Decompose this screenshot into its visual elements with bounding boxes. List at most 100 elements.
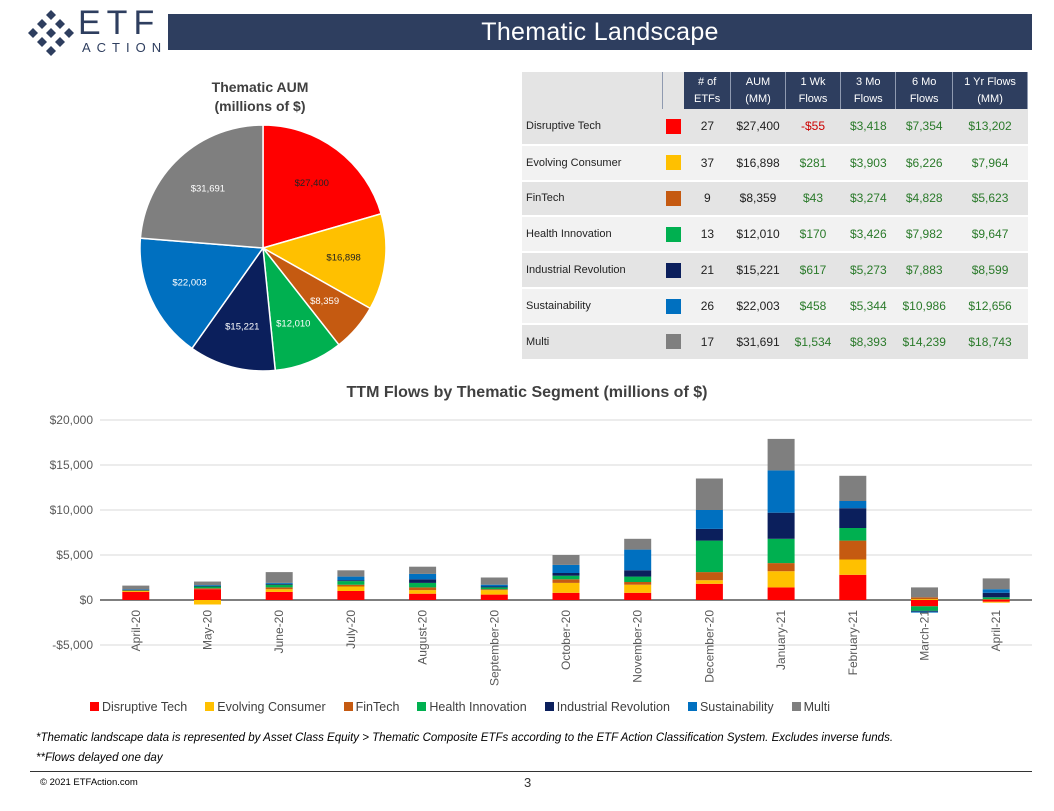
bar-segment-multi	[911, 587, 938, 598]
bar-segment-disruptive-tech	[911, 600, 938, 607]
pie-data-label: $15,221	[225, 322, 259, 333]
y-tick-label: $10,000	[50, 503, 94, 517]
bar-segment-evolving-consumer	[122, 591, 150, 592]
x-tick-label: August-20	[416, 610, 430, 665]
x-tick-label: October-20	[559, 610, 573, 670]
bar-segment-disruptive-tech	[194, 589, 221, 600]
bar-segment-industrial-revolution	[337, 580, 365, 582]
bar-segment-multi	[552, 555, 580, 565]
legend-item-industrial-revolution: Industrial Revolution	[544, 700, 670, 714]
legend-item-evolving-consumer: Evolving Consumer	[205, 700, 326, 714]
table-row: Sustainability 26 $22,003 $458 $5,344 $10,986…	[522, 287, 1028, 325]
bar-segment-health-innovation	[409, 582, 437, 588]
bar-segment-disruptive-tech	[265, 591, 293, 600]
legend-label: Disruptive Tech	[102, 700, 188, 714]
y-tick-label: -$5,000	[52, 638, 93, 652]
bar-segment-disruptive-tech	[409, 593, 437, 600]
header-1wk: 1 Wk Flows	[785, 72, 842, 109]
bar-segment-disruptive-tech	[982, 600, 1010, 602]
x-tick-label: November-20	[631, 610, 645, 683]
bar-segment-evolving-consumer	[409, 590, 437, 594]
pie-data-label: $31,691	[191, 183, 225, 194]
bar-segment-fintech	[982, 599, 1010, 600]
cell-mo3: $3,418	[840, 109, 896, 146]
bar-segment-evolving-consumer	[265, 589, 293, 592]
cell-wk: $170	[785, 216, 841, 254]
cell-etfs: 37	[684, 144, 731, 182]
legend-item-sustainability: Sustainability	[687, 700, 774, 714]
cell-wk: $617	[785, 252, 841, 289]
bar-chart-title: TTM Flows by Thematic Segment (millions …	[346, 384, 708, 401]
table-row: Industrial Revolution 21 $15,221 $617 $5,273…	[522, 252, 1028, 289]
table-row: Disruptive Tech 27 $27,400 -$55 $3,418 $7,354…	[522, 109, 1028, 146]
bar-segment-health-innovation	[839, 528, 867, 541]
segment-name: Health Innovation	[522, 216, 662, 254]
cell-etfs: 21	[684, 252, 731, 289]
x-tick-label: March-21	[918, 610, 932, 661]
bar-segment-fintech	[194, 588, 221, 590]
legend-item-fintech: FinTech	[343, 700, 399, 714]
bar-segment-industrial-revolution	[624, 570, 652, 577]
segment-color-swatch	[665, 155, 681, 171]
bar-chart-legend: Disruptive Tech Evolving Consumer FinTech H…	[90, 700, 848, 714]
page-title: Thematic Landscape	[481, 18, 719, 46]
page-number: 3	[524, 775, 532, 790]
bar-segment-health-innovation	[695, 540, 723, 573]
y-tick-label: $0	[80, 593, 94, 607]
bar-segment-multi	[767, 438, 795, 471]
legend-item-multi: Multi	[791, 700, 830, 714]
bar-segment-multi	[122, 585, 150, 590]
bar-segment-industrial-revolution	[480, 586, 508, 588]
cell-mo6: $6,226	[895, 144, 953, 182]
bar-segment-evolving-consumer	[194, 600, 221, 605]
bar-segment-health-innovation	[911, 606, 938, 611]
cell-aum: $12,010	[730, 216, 786, 254]
table-row: Health Innovation 13 $12,010 $170 $3,426 $7,9…	[522, 216, 1028, 254]
footnote-classification: *Thematic landscape data is represented …	[36, 732, 894, 744]
cell-etfs: 9	[684, 180, 731, 218]
legend-label: Health Innovation	[429, 700, 527, 714]
x-tick-label: September-20	[487, 610, 501, 686]
bar-segment-evolving-consumer	[982, 601, 1010, 603]
x-tick-label: July-20	[344, 610, 358, 649]
header-3mo: 3 Mo Flows	[840, 72, 897, 109]
bar-segment-multi	[624, 538, 652, 550]
legend-swatch	[90, 702, 99, 711]
legend-swatch	[544, 702, 554, 711]
bar-segment-multi	[695, 478, 723, 510]
bar-segment-evolving-consumer	[480, 590, 508, 595]
bar-segment-industrial-revolution	[265, 583, 293, 585]
segment-color-swatch	[665, 262, 681, 278]
cell-aum: $27,400	[730, 109, 786, 146]
cell-wk: -$55	[785, 109, 841, 146]
cell-etfs: 13	[684, 216, 731, 254]
bar-segment-sustainability	[409, 573, 437, 580]
table-row: Multi 17 $31,691 $1,534 $8,393 $14,239 $18,743	[522, 323, 1028, 361]
footnote-flows-delay: **Flows delayed one day	[36, 752, 163, 764]
cell-mo6: $7,982	[895, 216, 953, 254]
bar-segment-health-innovation	[982, 597, 1010, 600]
bar-segment-evolving-consumer	[911, 599, 938, 600]
bar-segment-evolving-consumer	[552, 582, 580, 593]
cell-aum: $15,221	[730, 252, 786, 289]
bar-segment-fintech	[337, 584, 365, 587]
bar-segment-disruptive-tech	[839, 574, 867, 600]
bar-segment-fintech	[480, 589, 508, 591]
bar-segment-industrial-revolution	[911, 610, 938, 612]
header-1yr: 1 Yr Flows (MM)	[952, 72, 1028, 109]
bar-segment-disruptive-tech	[624, 592, 652, 600]
cell-etfs: 17	[684, 323, 731, 361]
cell-mo3: $3,903	[840, 144, 896, 182]
bar-segment-sustainability	[337, 576, 365, 581]
segment-swatch-cell	[662, 252, 684, 289]
bar-segment-health-innovation	[767, 538, 795, 564]
cell-wk: $43	[785, 180, 841, 218]
cell-etfs: 26	[684, 287, 731, 325]
cell-mo3: $8,393	[840, 323, 896, 361]
bar-segment-sustainability	[122, 589, 150, 590]
cell-mo3: $5,344	[840, 287, 896, 325]
cell-mo6: $4,828	[895, 180, 953, 218]
logo-subtext: ACTION	[82, 40, 168, 55]
y-tick-label: $15,000	[50, 458, 94, 472]
bar-segment-multi	[480, 577, 508, 585]
